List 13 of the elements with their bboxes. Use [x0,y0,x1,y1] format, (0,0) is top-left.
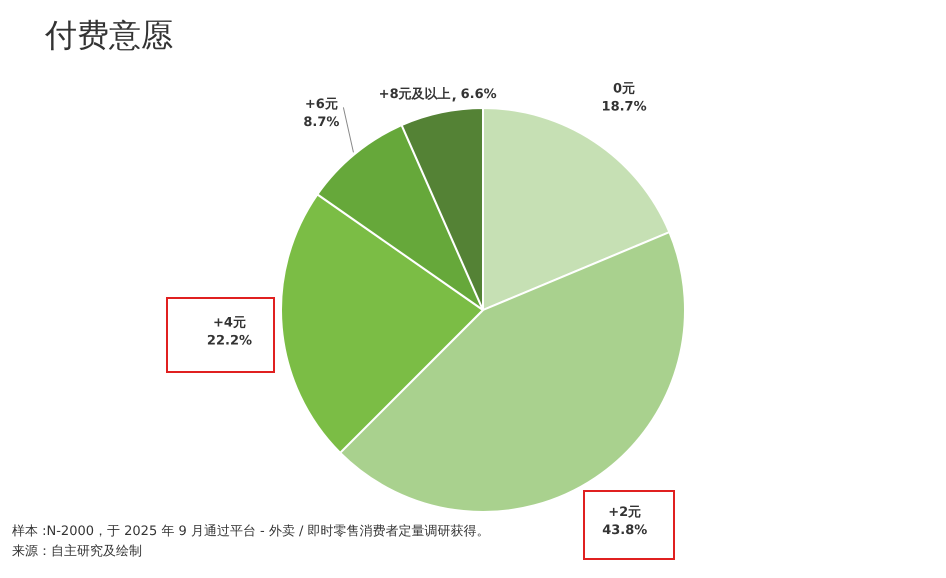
data-label: 18.7% [602,100,647,115]
chart-title: 付费意愿 [45,15,173,56]
slice-label: +4元 [212,316,246,331]
slice-label: +8元及以上 [378,86,451,102]
slice-label: 0元 [613,82,636,97]
data-label: 6.6% [460,86,497,102]
data-label: 8.7% [303,114,340,130]
text: 样本 :N-2000，于 2025 年 9 月通过平台 - 外卖 / 即时零售消费者定量调研获得。 [12,523,490,541]
data-label: 22.2% [206,334,252,349]
slice-label: +6元 [304,96,338,112]
slice-label: +2元 [608,504,642,520]
data-label: 43.8% [602,522,648,538]
source-note: 来源：自主研究及绘制 [12,543,143,561]
